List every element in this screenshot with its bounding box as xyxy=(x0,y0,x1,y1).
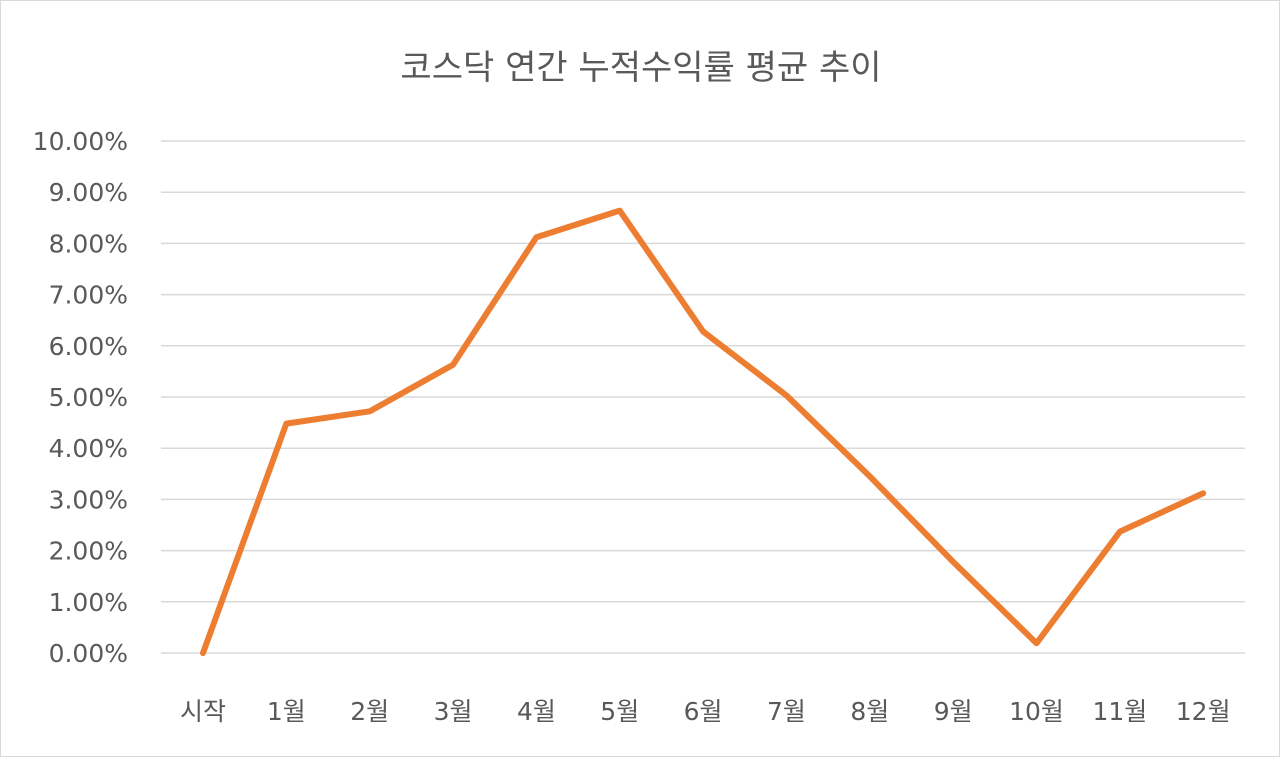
x-tick-label: 12월 xyxy=(1176,697,1231,726)
x-axis-tick-labels: 시작 1월 2월 3월 4월 5월 6월 7월 8월 9월 10월 11월 12월 xyxy=(180,697,1231,726)
x-tick-label: 6월 xyxy=(684,697,723,726)
data-point xyxy=(1200,490,1206,496)
y-tick-label: 4.00% xyxy=(49,434,128,463)
data-point xyxy=(950,559,956,565)
chart-title: 코스닥 연간 누적수익률 평균 추이 xyxy=(400,48,881,88)
data-point xyxy=(1034,640,1040,646)
y-tick-label: 5.00% xyxy=(49,383,128,412)
x-tick-label: 7월 xyxy=(767,697,806,726)
x-tick-label: 10월 xyxy=(1009,697,1064,726)
y-tick-label: 0.00% xyxy=(49,639,128,668)
data-point xyxy=(1117,529,1123,535)
y-tick-label: 6.00% xyxy=(49,332,128,361)
x-tick-label: 9월 xyxy=(934,697,973,726)
x-tick-label: 5월 xyxy=(600,697,639,726)
gridlines xyxy=(161,140,1245,654)
data-point xyxy=(367,408,373,414)
y-tick-label: 8.00% xyxy=(49,229,128,258)
data-point xyxy=(533,234,539,240)
y-tick-label: 10.00% xyxy=(33,127,128,156)
data-point xyxy=(450,362,456,368)
y-tick-label: 9.00% xyxy=(49,178,128,207)
data-point xyxy=(200,650,206,656)
y-axis-tick-labels: 0.00% 1.00% 2.00% 3.00% 4.00% 5.00% 6.00% 7.00%… xyxy=(33,127,128,668)
data-point xyxy=(867,473,873,479)
x-tick-label: 시작 xyxy=(180,697,226,726)
x-tick-label: 2월 xyxy=(350,697,389,726)
y-tick-label: 7.00% xyxy=(49,281,128,310)
x-tick-label: 8월 xyxy=(850,697,889,726)
y-tick-label: 1.00% xyxy=(49,588,128,617)
x-tick-label: 3월 xyxy=(434,697,473,726)
y-tick-label: 2.00% xyxy=(49,537,128,566)
series-line xyxy=(200,207,1207,656)
y-tick-label: 3.00% xyxy=(49,485,128,514)
x-tick-label: 11월 xyxy=(1092,697,1147,726)
data-point xyxy=(700,328,706,334)
data-point xyxy=(617,208,623,214)
data-point xyxy=(283,421,289,427)
x-tick-label: 1월 xyxy=(267,697,306,726)
data-point xyxy=(783,392,789,398)
x-tick-label: 4월 xyxy=(517,697,556,726)
series-layer xyxy=(200,207,1207,656)
